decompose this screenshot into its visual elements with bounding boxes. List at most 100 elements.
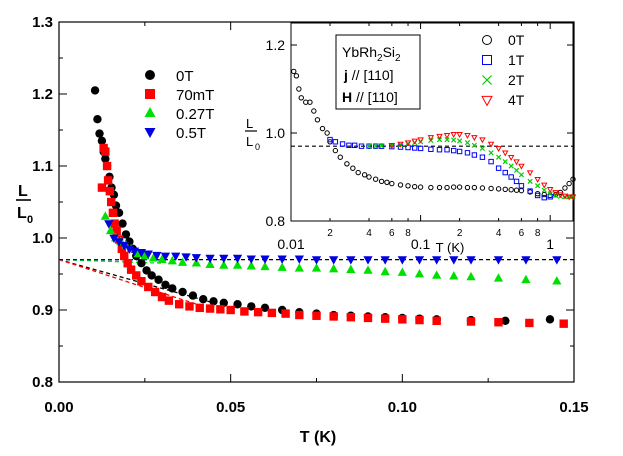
inset-x-minor-label: 4 — [366, 228, 372, 239]
main-point — [157, 292, 167, 302]
legend-marker-0T — [145, 70, 155, 80]
annotation-current-direction: j // [110] — [343, 67, 394, 83]
main-point — [277, 262, 287, 271]
main-point — [104, 220, 114, 229]
inset-point — [552, 190, 559, 197]
main-point — [199, 295, 208, 304]
main-point — [161, 280, 170, 289]
legend-marker-05T — [144, 128, 156, 138]
inset-point — [298, 95, 304, 101]
main-point — [105, 225, 116, 235]
inset-point — [293, 73, 300, 79]
inset-point — [557, 192, 564, 199]
inset-point — [389, 180, 395, 187]
inset-point — [332, 147, 339, 154]
main-point — [219, 254, 229, 264]
main-point — [294, 255, 304, 264]
main-point — [493, 273, 504, 282]
inset-point — [378, 143, 385, 149]
inset-legend-marker-1T — [482, 55, 492, 65]
main-y-tick-label: 1.2 — [32, 86, 53, 103]
annotation-frame — [335, 34, 421, 110]
inset-point — [373, 143, 379, 149]
inset-x-minor-label: 8 — [405, 228, 411, 239]
inset-point — [518, 183, 525, 189]
main-point — [233, 300, 242, 309]
inset-point — [501, 150, 509, 157]
main-data-points — [90, 86, 568, 328]
inset-ylabel-subscript: 0 — [255, 142, 260, 152]
inset-point — [488, 158, 494, 165]
inset-point — [405, 183, 411, 189]
main-point — [97, 136, 107, 145]
main-point — [137, 277, 146, 286]
inset-point — [350, 165, 356, 171]
main-point — [93, 115, 102, 124]
main-point — [398, 315, 407, 324]
inset-point — [479, 145, 486, 152]
main-point — [120, 251, 129, 261]
inset-point — [552, 191, 559, 198]
main-point — [363, 313, 373, 323]
inset-y-tick-label: 0.8 — [266, 213, 286, 229]
main-point — [449, 271, 459, 280]
inset-point — [541, 194, 547, 201]
main-point — [525, 318, 534, 328]
inset-x-axis-label: T (K) — [436, 240, 465, 255]
main-point — [397, 267, 407, 276]
inset-x-major-label: 1 — [546, 236, 554, 252]
inset-point — [488, 185, 494, 192]
inset-point — [464, 132, 471, 139]
main-point — [247, 302, 256, 311]
main-point — [246, 261, 256, 270]
main-point — [466, 271, 476, 281]
inset-point — [417, 137, 424, 144]
inset-point — [464, 184, 471, 191]
main-point — [267, 308, 277, 318]
annotation-field-direction: H // [110] — [342, 89, 398, 105]
main-x-tick-label: 0.05 — [216, 399, 245, 416]
inset-point — [417, 184, 424, 190]
main-y-tick-label: 1.3 — [32, 14, 53, 31]
main-point — [105, 187, 115, 196]
inset-point — [565, 194, 573, 201]
inset-point — [378, 143, 385, 149]
main-y-tick-label: 1.1 — [32, 158, 53, 175]
inset-legend-marker-0T — [482, 35, 492, 45]
main-x-tick-label: 0.15 — [559, 399, 588, 416]
inset-legend-label: 0T — [508, 32, 525, 48]
inset-point — [450, 147, 457, 154]
main-point — [521, 274, 531, 284]
inset-point — [456, 138, 463, 144]
main-point — [414, 268, 425, 278]
inset-point — [464, 140, 471, 146]
main-point — [363, 265, 373, 274]
inset-point — [366, 143, 372, 149]
main-point — [329, 312, 338, 321]
main-point — [117, 244, 127, 253]
main-point — [140, 250, 150, 260]
inset-point — [346, 142, 352, 149]
main-point — [493, 256, 504, 265]
inset-point — [450, 132, 457, 138]
main-point — [311, 263, 322, 272]
inset-point — [495, 186, 502, 192]
main-point — [346, 256, 356, 265]
main-point — [185, 302, 194, 311]
inset-point — [502, 169, 508, 176]
main-point — [129, 247, 140, 256]
inset-point — [479, 185, 486, 191]
main-ylabel-denominator: L — [17, 205, 27, 222]
inset-y-tick-label: 1.0 — [266, 125, 286, 141]
main-point — [90, 86, 100, 95]
inset-point — [456, 184, 463, 190]
main-point — [253, 307, 263, 317]
inset-point — [456, 132, 463, 138]
main-x-axis-label: T (K) — [300, 429, 336, 446]
inset-point — [562, 185, 568, 191]
inset-point — [344, 161, 350, 167]
inset-point — [471, 152, 478, 158]
main-point — [432, 256, 442, 265]
main-point — [168, 284, 177, 293]
series-05T — [104, 220, 562, 265]
